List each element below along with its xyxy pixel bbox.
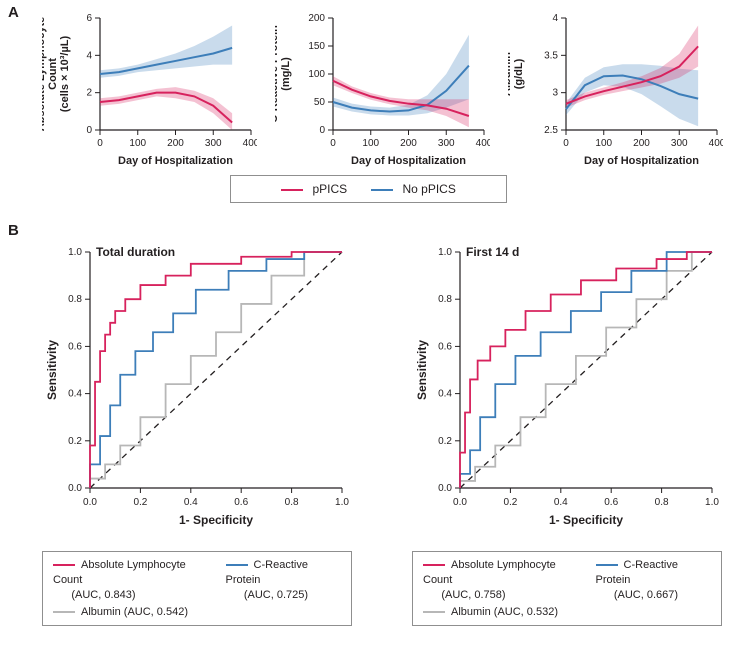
svg-text:Count: Count — [47, 58, 59, 90]
svg-text:400: 400 — [243, 138, 257, 149]
svg-text:0.4: 0.4 — [554, 497, 568, 508]
chart-albumin: 0 100 200 300 400 2.5 3 3.5 4 Day of Hospitalizat… — [508, 10, 723, 210]
chart-alc: 01002003004000246Day of HospitalizationA… — [42, 10, 257, 210]
svg-text:(mg/L): (mg/L) — [280, 57, 292, 91]
svg-text:400: 400 — [709, 138, 723, 149]
svg-text:2.5: 2.5 — [544, 125, 558, 136]
svg-text:4: 4 — [86, 50, 92, 61]
svg-text:0: 0 — [563, 138, 569, 149]
svg-text:0.4: 0.4 — [438, 389, 452, 400]
svg-text:1.0: 1.0 — [438, 247, 452, 258]
svg-text:1- Specificity: 1- Specificity — [549, 513, 623, 527]
svg-text:200: 200 — [167, 138, 184, 149]
svg-text:1.0: 1.0 — [705, 497, 719, 508]
svg-text:300: 300 — [205, 138, 222, 149]
svg-text:1- Specificity: 1- Specificity — [179, 513, 253, 527]
svg-text:Sensitivity: Sensitivity — [415, 340, 429, 400]
svg-text:0.4: 0.4 — [184, 497, 198, 508]
legend-roc-total: Absolute Lymphocyte Count (AUC, 0.843) C… — [42, 551, 352, 626]
svg-text:0.2: 0.2 — [438, 436, 452, 447]
roc-first14-wrap: 0.00.0 0.2 0.2 0.4 0.4 0.6 0.6 0.8 0.8 1.0 1.0 Firs… — [412, 232, 722, 626]
svg-text:400: 400 — [476, 138, 490, 149]
svg-text:0: 0 — [330, 138, 336, 149]
swatch-ppics — [281, 189, 303, 191]
svg-text:1.0: 1.0 — [335, 497, 349, 508]
panel-a-legend: pPICS No pPICS — [230, 175, 507, 203]
legend-label-no-ppics: No pPICS — [403, 182, 456, 196]
svg-text:0.8: 0.8 — [438, 294, 452, 305]
svg-text:200: 200 — [308, 13, 325, 24]
svg-text:50: 50 — [314, 97, 326, 108]
svg-text:300: 300 — [438, 138, 455, 149]
roc-total-wrap: 0.00.0 0.2 0.2 0.4 0.4 0.6 0.6 0.8 0.8 1.0 1.0 Tota… — [42, 232, 352, 626]
legend-label-ppics: pPICS — [312, 182, 347, 196]
svg-text:200: 200 — [400, 138, 417, 149]
svg-text:Day of Hospitalization: Day of Hospitalization — [584, 155, 699, 167]
svg-text:0.6: 0.6 — [438, 341, 452, 352]
chart-roc-first14: 0.00.0 0.2 0.2 0.4 0.4 0.6 0.6 0.8 0.8 1.0 1.0 Firs… — [412, 232, 722, 537]
svg-text:2: 2 — [86, 88, 92, 99]
svg-text:0: 0 — [86, 125, 92, 136]
svg-text:150: 150 — [308, 41, 325, 52]
svg-text:1.0: 1.0 — [68, 247, 82, 258]
svg-text:200: 200 — [633, 138, 650, 149]
svg-text:0: 0 — [319, 125, 325, 136]
svg-text:4: 4 — [552, 13, 558, 24]
svg-text:0.2: 0.2 — [133, 497, 147, 508]
svg-text:Total duration: Total duration — [96, 245, 175, 259]
svg-text:3.5: 3.5 — [544, 50, 558, 61]
svg-text:(cells × 10³/µL): (cells × 10³/µL) — [59, 35, 71, 112]
swatch-no-ppics — [371, 189, 393, 191]
svg-text:(g/dL): (g/dL) — [513, 58, 525, 89]
svg-text:0.8: 0.8 — [655, 497, 669, 508]
svg-text:3: 3 — [552, 88, 558, 99]
svg-text:0.2: 0.2 — [68, 436, 82, 447]
svg-text:0.6: 0.6 — [68, 341, 82, 352]
chart-roc-total: 0.00.0 0.2 0.2 0.4 0.4 0.6 0.6 0.8 0.8 1.0 1.0 Tota… — [42, 232, 352, 537]
panel-a-label: A — [8, 4, 19, 21]
svg-text:0.4: 0.4 — [68, 389, 82, 400]
svg-text:300: 300 — [671, 138, 688, 149]
svg-text:6: 6 — [86, 13, 92, 24]
svg-text:0: 0 — [97, 138, 103, 149]
figure-root: A 01002003004000246Day of Hospitalizatio… — [0, 0, 741, 645]
legend-roc-first14: Absolute Lymphocyte Count (AUC, 0.758) C… — [412, 551, 722, 626]
svg-text:0.8: 0.8 — [68, 294, 82, 305]
svg-text:0.2: 0.2 — [503, 497, 517, 508]
legend-item-no-ppics: No pPICS — [371, 182, 456, 196]
svg-text:0.0: 0.0 — [438, 483, 452, 494]
svg-text:100: 100 — [129, 138, 146, 149]
svg-text:0.0: 0.0 — [453, 497, 467, 508]
svg-text:0.0: 0.0 — [68, 483, 82, 494]
svg-text:First 14 d: First 14 d — [466, 245, 519, 259]
panel-b-row: 0.00.00.20.20.40.40.60.60.80.81.01.0Tota… — [42, 232, 737, 626]
svg-text:100: 100 — [308, 69, 325, 80]
svg-text:0.8: 0.8 — [285, 497, 299, 508]
svg-text:0.0: 0.0 — [83, 497, 97, 508]
svg-text:Sensitivity: Sensitivity — [45, 340, 59, 400]
svg-text:0.6: 0.6 — [604, 497, 618, 508]
svg-text:Day of Hospitalization: Day of Hospitalization — [351, 155, 466, 167]
svg-text:0.6: 0.6 — [234, 497, 248, 508]
legend-item-ppics: pPICS — [281, 182, 347, 196]
svg-text:100: 100 — [595, 138, 612, 149]
panel-b-label: B — [8, 222, 19, 239]
svg-text:100: 100 — [362, 138, 379, 149]
svg-text:Day of Hospitalization: Day of Hospitalization — [118, 155, 233, 167]
